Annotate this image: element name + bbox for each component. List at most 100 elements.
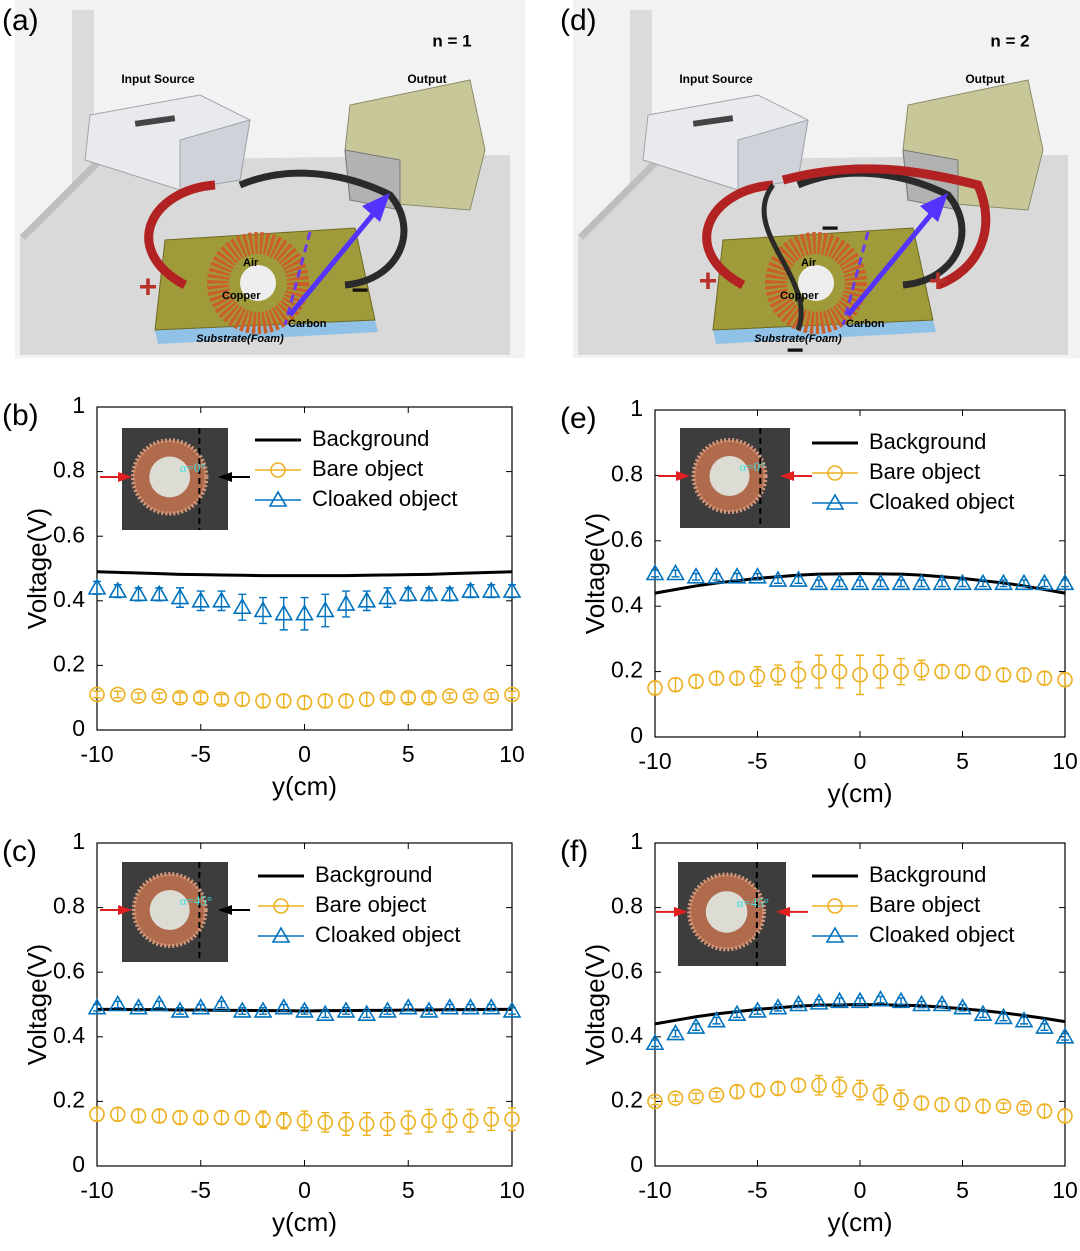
- inset-arrow-right: [776, 906, 790, 917]
- table-edge: [20, 160, 100, 240]
- marker-triangle: [953, 573, 972, 591]
- marker-circle: [317, 1114, 334, 1131]
- marker-triangle: [666, 563, 685, 581]
- plus-sign: +: [699, 262, 718, 298]
- air-core: [240, 265, 276, 301]
- marker-circle: [172, 689, 188, 706]
- error-bar: [404, 692, 413, 704]
- marker-circle: [192, 1109, 209, 1126]
- legend-label: Bare object: [312, 456, 423, 481]
- marker-circle: [770, 667, 786, 683]
- x-tick-label: 5: [402, 741, 415, 767]
- inset-annotation: α=0°: [740, 459, 766, 474]
- marker-circle: [338, 1116, 354, 1132]
- error-bar: [999, 1102, 1008, 1111]
- marker-triangle: [315, 600, 335, 618]
- marker-triangle: [232, 1001, 252, 1018]
- marker-circle: [400, 689, 417, 706]
- marker-circle: [421, 689, 437, 706]
- marker-circle: [1016, 1100, 1032, 1116]
- panel-label: (d): [560, 4, 597, 37]
- x-tick-label: 0: [298, 741, 311, 767]
- marker-triangle: [481, 998, 501, 1015]
- x-tick-label: 5: [402, 1177, 415, 1203]
- x-tick-label: -5: [747, 1177, 767, 1203]
- marker-triangle: [768, 998, 788, 1015]
- minus-sign: −: [786, 334, 804, 367]
- marker-triangle: [149, 584, 169, 602]
- marker-circle: [893, 1091, 909, 1108]
- copper-ring: [765, 232, 867, 334]
- marker-circle: [852, 667, 868, 683]
- marker-circle: [749, 1082, 766, 1098]
- marker-triangle: [789, 570, 808, 587]
- marker-triangle: [336, 594, 356, 611]
- inset-arrow-left: [118, 471, 132, 482]
- marker-circle: [338, 693, 354, 709]
- y-tick-label: 0.8: [611, 460, 643, 486]
- marker-triangle: [666, 1023, 685, 1041]
- error-bar: [835, 654, 844, 689]
- inset-core: [149, 890, 190, 930]
- y-axis-label: Voltage(V): [580, 944, 610, 1065]
- table-edge: [578, 160, 658, 240]
- marker-circle: [934, 663, 950, 680]
- marker-circle: [109, 1106, 126, 1123]
- marker-circle: [192, 689, 209, 706]
- marker-triangle: [398, 584, 418, 602]
- marker-triangle: [191, 591, 211, 608]
- arrow-head: [362, 193, 390, 222]
- marker-circle: [400, 1114, 417, 1131]
- carbon-boundary: [283, 231, 312, 326]
- marker-circle: [317, 693, 334, 709]
- marker-triangle: [830, 573, 849, 591]
- marker-circle: [647, 680, 663, 696]
- panel-label: (e): [560, 402, 597, 435]
- y-tick-label: 0: [72, 715, 85, 741]
- handle: [134, 115, 176, 127]
- substrate-label: Substrate(Foam): [196, 333, 284, 345]
- marker-circle: [688, 673, 704, 690]
- marker-circle: [708, 1087, 725, 1103]
- marker-triangle: [1014, 1011, 1034, 1028]
- marker-triangle: [268, 490, 288, 507]
- marker-triangle: [357, 1004, 377, 1021]
- marker-triangle: [440, 584, 460, 602]
- marker-triangle: [973, 573, 993, 591]
- error-bar: [876, 654, 885, 689]
- marker-triangle: [645, 1033, 665, 1051]
- marker-triangle: [932, 994, 952, 1012]
- air-label: Air: [801, 257, 817, 269]
- marker-triangle: [398, 998, 418, 1015]
- error-bar: [794, 661, 803, 689]
- marker-circle: [172, 1109, 188, 1126]
- marker-circle: [379, 1116, 396, 1132]
- marker-triangle: [748, 567, 767, 584]
- marker-triangle: [707, 1011, 726, 1028]
- y-tick-label: 0.8: [53, 893, 85, 919]
- marker-circle: [647, 1093, 663, 1110]
- marker-circle: [462, 1112, 479, 1129]
- marker-circle: [358, 1116, 375, 1132]
- legend-label: Cloaked object: [312, 486, 458, 511]
- error-bar: [93, 690, 101, 699]
- x-tick-label: 0: [298, 1177, 311, 1203]
- marker-triangle: [891, 573, 911, 591]
- marker-triangle: [686, 567, 706, 584]
- marker-circle: [213, 691, 230, 708]
- y-tick-label: 0.8: [611, 893, 643, 919]
- x-axis-label: y(cm): [272, 771, 337, 801]
- marker-circle: [913, 662, 930, 678]
- marker-circle: [270, 462, 286, 478]
- marker-circle: [379, 689, 396, 706]
- inset-arrow-left: [676, 471, 690, 481]
- marker-triangle: [1035, 573, 1054, 591]
- legend-label: Bare object: [869, 459, 980, 484]
- error-bar: [445, 692, 454, 701]
- error-bar: [651, 1097, 659, 1106]
- x-tick-label: -10: [638, 748, 671, 774]
- marker-circle: [234, 1109, 251, 1126]
- inset-core: [709, 456, 750, 496]
- arrow-shaft: [288, 210, 377, 317]
